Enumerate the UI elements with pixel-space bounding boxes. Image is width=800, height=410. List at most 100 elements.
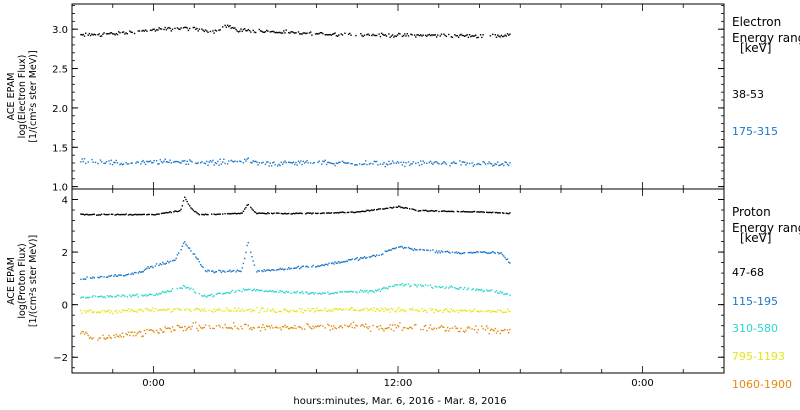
data-point xyxy=(164,26,166,29)
data-point xyxy=(131,214,133,216)
data-point xyxy=(506,258,509,260)
data-point xyxy=(503,329,505,332)
data-point xyxy=(278,212,280,214)
data-point xyxy=(401,164,404,166)
data-point xyxy=(259,289,262,291)
data-point xyxy=(492,311,494,313)
data-point xyxy=(187,308,190,310)
data-point xyxy=(206,296,208,298)
data-point xyxy=(467,251,470,254)
data-point xyxy=(234,325,236,327)
data-point xyxy=(148,329,150,331)
data-point xyxy=(196,257,198,260)
data-point xyxy=(404,165,406,168)
data-point xyxy=(361,163,363,166)
data-point xyxy=(347,33,350,35)
data-point xyxy=(109,163,111,165)
data-point xyxy=(475,325,477,327)
data-point xyxy=(277,165,279,167)
data-point xyxy=(286,291,289,293)
data-point xyxy=(409,164,411,167)
data-point xyxy=(344,291,346,293)
data-point xyxy=(130,273,132,276)
data-point xyxy=(366,289,368,292)
data-point xyxy=(189,288,191,291)
data-point xyxy=(215,213,218,216)
data-point xyxy=(336,162,339,165)
data-point xyxy=(500,329,503,332)
data-point xyxy=(80,161,82,163)
data-point xyxy=(479,289,482,291)
data-point xyxy=(490,310,493,312)
data-point xyxy=(258,311,260,314)
data-point xyxy=(415,162,417,164)
y-axis-label: log(Electron Flux) xyxy=(17,55,28,139)
data-point xyxy=(501,254,504,256)
data-point xyxy=(410,163,412,165)
data-point xyxy=(284,32,286,34)
data-point xyxy=(82,213,84,215)
data-point xyxy=(490,289,493,291)
data-point xyxy=(404,33,406,35)
data-point xyxy=(105,33,108,35)
data-point xyxy=(366,209,368,212)
data-point xyxy=(305,291,307,293)
data-point xyxy=(135,162,137,164)
data-point xyxy=(240,160,242,163)
data-point xyxy=(97,162,99,165)
data-point xyxy=(420,160,422,162)
data-point xyxy=(169,327,171,330)
data-point xyxy=(321,293,323,295)
data-point xyxy=(325,263,328,265)
data-point xyxy=(233,212,235,215)
data-point xyxy=(501,330,504,332)
data-point xyxy=(255,160,257,163)
data-point xyxy=(116,33,119,36)
data-point xyxy=(471,211,473,213)
data-point xyxy=(173,329,175,331)
data-point xyxy=(384,287,386,290)
data-point xyxy=(325,310,328,313)
data-point xyxy=(385,163,388,165)
data-point xyxy=(468,34,471,36)
data-point xyxy=(316,212,318,215)
data-point xyxy=(437,34,439,36)
data-point xyxy=(416,286,418,288)
data-point xyxy=(110,310,113,312)
data-point xyxy=(189,247,191,249)
data-point xyxy=(341,211,344,213)
data-point xyxy=(339,262,341,264)
data-point xyxy=(142,159,144,162)
data-point xyxy=(328,212,330,214)
data-point xyxy=(110,295,113,298)
data-point xyxy=(483,161,485,164)
data-point xyxy=(388,326,390,329)
data-point xyxy=(418,249,421,251)
data-point xyxy=(307,307,309,310)
data-point xyxy=(280,311,282,313)
data-point xyxy=(88,32,91,35)
data-point xyxy=(442,311,444,313)
frame-layer xyxy=(71,3,725,374)
data-point xyxy=(350,259,352,261)
data-point xyxy=(233,161,235,163)
data-point xyxy=(267,308,269,310)
data-point xyxy=(226,327,229,329)
data-point xyxy=(214,310,216,313)
data-point xyxy=(372,163,374,165)
data-point xyxy=(488,289,490,292)
data-point xyxy=(176,210,179,213)
data-point xyxy=(89,34,92,37)
data-point xyxy=(280,329,282,331)
data-point xyxy=(198,214,201,216)
data-point xyxy=(263,290,265,293)
data-point xyxy=(384,165,386,168)
series-electron-38-53 xyxy=(80,24,511,39)
data-point xyxy=(371,290,373,292)
data-point xyxy=(374,289,377,291)
data-point xyxy=(186,200,188,203)
data-point xyxy=(114,274,116,276)
data-point xyxy=(266,269,268,271)
data-point xyxy=(406,327,408,330)
data-point xyxy=(318,309,320,312)
